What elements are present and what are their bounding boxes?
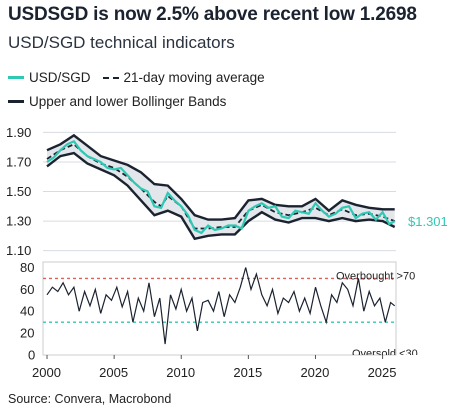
legend-label-bands: Upper and lower Bollinger Bands — [29, 94, 227, 109]
rsi-line — [46, 267, 396, 345]
top-y-tick-label: 1.70 — [6, 154, 31, 169]
x-tick-label: 2000 — [32, 365, 61, 380]
overbought-label: Overbought >70 — [336, 270, 415, 282]
usdsgd-line — [46, 139, 396, 235]
chart-subtitle: USD/SGD technical indicators — [8, 33, 235, 52]
legend-swatch-usdsgd — [8, 76, 24, 79]
source-note: Source: Convera, Macrobond — [8, 392, 172, 406]
rsi-y-tick-label: 20 — [20, 326, 34, 341]
upper-bollinger-band-line — [46, 133, 395, 221]
rsi-y-tick-label: 80 — [20, 260, 34, 275]
top-y-tick-label: 1.90 — [6, 125, 31, 140]
rsi-panel-frame — [42, 261, 397, 356]
x-tick-label: 2025 — [368, 365, 397, 380]
x-tick-label: 2015 — [233, 365, 262, 380]
top-y-tick-label: 1.30 — [6, 214, 31, 229]
last-value-label: $1.301 — [408, 214, 448, 229]
legend-label-usdsgd: USD/SGD — [29, 70, 91, 85]
top-y-tick-label: 1.50 — [6, 184, 31, 199]
legend-swatch-bands — [8, 100, 24, 103]
x-tick-label: 2010 — [166, 365, 195, 380]
legend-row-2: Upper and lower Bollinger Bands — [8, 94, 226, 109]
x-tick-label: 2020 — [300, 365, 329, 380]
top-y-tick-label: 1.10 — [6, 243, 31, 258]
rsi-y-tick-label: 60 — [20, 282, 34, 297]
legend-swatch-ma — [102, 76, 119, 79]
legend-label-ma: 21-day moving average — [123, 70, 265, 85]
legend-row-1: USD/SGD 21-day moving average — [8, 70, 265, 85]
rsi-y-tick-label: 40 — [20, 304, 34, 319]
rsi-y-tick-label: 0 — [28, 348, 35, 363]
bollinger-band-fill — [47, 135, 395, 239]
x-tick-label: 2005 — [99, 365, 128, 380]
oversold-label: Oversold <30 — [352, 348, 418, 360]
chart-title: USDSGD is now 2.5% above recent low 1.26… — [8, 4, 417, 25]
lower-bollinger-band-line — [46, 151, 396, 241]
